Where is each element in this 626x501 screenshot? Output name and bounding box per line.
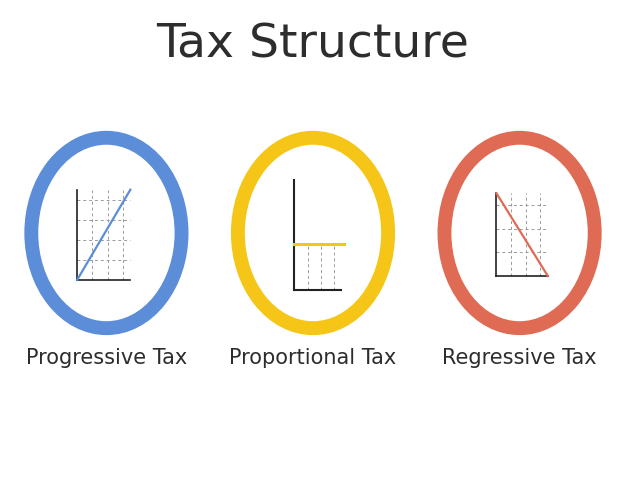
Text: Regressive Tax: Regressive Tax <box>442 348 597 368</box>
Text: Progressive Tax: Progressive Tax <box>26 348 187 368</box>
Text: Tax Structure: Tax Structure <box>156 23 470 68</box>
Text: Proportional Tax: Proportional Tax <box>229 348 397 368</box>
